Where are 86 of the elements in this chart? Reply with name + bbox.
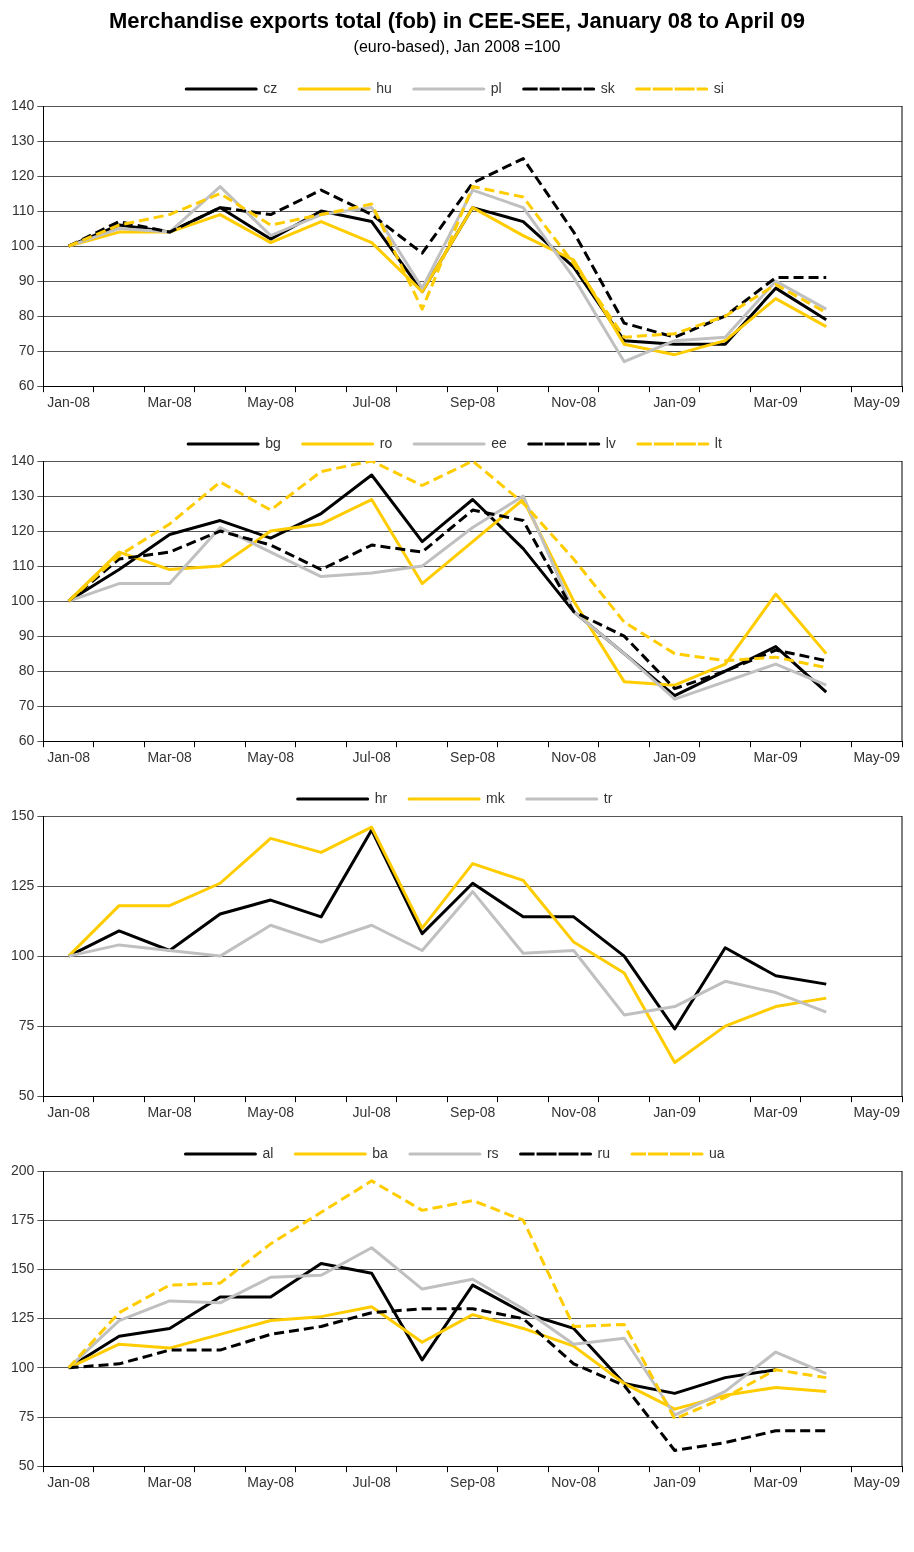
y-tick-label: 120	[11, 166, 35, 183]
x-tick-label: Nov-08	[551, 394, 597, 411]
x-tick-label: Jan-08	[47, 1104, 91, 1121]
legend-label: ua	[709, 1144, 725, 1161]
y-tick-label: 110	[12, 201, 35, 218]
y-tick-label: 70	[18, 342, 35, 359]
legend-label: bg	[265, 434, 281, 451]
legend-label: pl	[490, 79, 502, 96]
x-tick-label: Mar-08	[147, 1474, 193, 1491]
x-tick-label: May-08	[247, 394, 295, 411]
legend-label: rs	[486, 1144, 499, 1161]
y-tick-label: 70	[18, 697, 35, 714]
x-tick-label: May-08	[247, 1104, 295, 1121]
y-tick-label: 100	[11, 1358, 35, 1375]
y-tick-label: 100	[11, 591, 35, 608]
y-tick-label: 75	[18, 1017, 35, 1034]
chart-subtitle: (euro-based), Jan 2008 =100	[352, 38, 562, 56]
y-tick-label: 150	[11, 806, 35, 823]
y-tick-label: 80	[18, 307, 35, 324]
x-tick-label: Jan-08	[47, 1474, 91, 1491]
x-tick-label: May-08	[247, 749, 295, 766]
x-tick-label: May-09	[853, 749, 901, 766]
y-tick-label: 150	[11, 1260, 35, 1277]
legend-label: si	[713, 79, 724, 96]
x-tick-label: May-08	[247, 1474, 295, 1491]
x-tick-label: Jul-08	[352, 1104, 391, 1121]
legend-label: hu	[376, 79, 392, 96]
x-tick-label: Jul-08	[352, 394, 391, 411]
x-tick-label: Mar-09	[753, 1474, 799, 1491]
x-tick-label: Jan-09	[653, 1104, 697, 1121]
x-tick-label: Mar-08	[147, 749, 193, 766]
x-tick-label: May-09	[853, 1104, 901, 1121]
y-tick-label: 175	[11, 1211, 35, 1228]
y-tick-label: 75	[18, 1407, 35, 1424]
x-tick-label: Jan-09	[653, 749, 697, 766]
x-tick-label: Nov-08	[551, 1104, 597, 1121]
y-tick-label: 125	[11, 876, 35, 893]
y-tick-label: 110	[12, 556, 35, 573]
y-tick-label: 100	[11, 946, 35, 963]
legend-label: ro	[379, 434, 393, 451]
legend-label: lt	[714, 434, 722, 451]
x-tick-label: Nov-08	[551, 749, 597, 766]
x-tick-label: Mar-09	[753, 394, 799, 411]
x-tick-label: Jan-09	[653, 1474, 697, 1491]
x-tick-label: Nov-08	[551, 1474, 597, 1491]
y-tick-label: 120	[11, 521, 35, 538]
x-tick-label: Sep-08	[450, 749, 496, 766]
y-tick-label: 80	[18, 662, 35, 679]
y-tick-label: 200	[11, 1161, 35, 1178]
y-tick-label: 60	[18, 732, 35, 749]
legend-label: ee	[491, 434, 507, 451]
y-tick-label: 140	[11, 96, 35, 113]
legend-label: lv	[605, 434, 616, 451]
y-tick-label: 50	[18, 1087, 35, 1104]
x-tick-label: Sep-08	[450, 1474, 496, 1491]
x-tick-label: Jan-09	[653, 394, 697, 411]
y-tick-label: 90	[18, 271, 35, 288]
legend-label: cz	[263, 79, 278, 96]
x-tick-label: Sep-08	[450, 394, 496, 411]
legend-label: mk	[486, 789, 506, 806]
y-tick-label: 125	[11, 1309, 35, 1326]
y-tick-label: 130	[11, 131, 35, 148]
x-tick-label: Mar-09	[753, 749, 799, 766]
x-tick-label: Mar-08	[147, 1104, 193, 1121]
x-tick-label: Mar-08	[147, 394, 193, 411]
legend-label: tr	[603, 789, 613, 806]
legend-label: sk	[600, 79, 616, 96]
x-tick-label: Jul-08	[352, 749, 391, 766]
x-tick-label: Jan-08	[47, 394, 91, 411]
y-tick-label: 60	[18, 377, 35, 394]
legend-label: hr	[374, 789, 388, 806]
y-tick-label: 50	[18, 1457, 35, 1474]
x-tick-label: May-09	[853, 1474, 901, 1491]
y-tick-label: 100	[11, 236, 35, 253]
x-tick-label: Mar-09	[753, 1104, 799, 1121]
x-tick-label: Sep-08	[450, 1104, 496, 1121]
x-tick-label: Jul-08	[352, 1474, 391, 1491]
x-tick-label: May-09	[853, 394, 901, 411]
legend-label: al	[262, 1144, 274, 1161]
chart-title: Merchandise exports total (fob) in CEE-SEE, January 08 to April 09	[108, 8, 806, 34]
y-tick-label: 130	[11, 486, 35, 503]
x-tick-label: Jan-08	[47, 749, 91, 766]
y-tick-label: 90	[18, 626, 35, 643]
legend-label: ru	[597, 1144, 611, 1161]
legend-label: ba	[372, 1144, 389, 1161]
y-tick-label: 140	[11, 451, 35, 468]
